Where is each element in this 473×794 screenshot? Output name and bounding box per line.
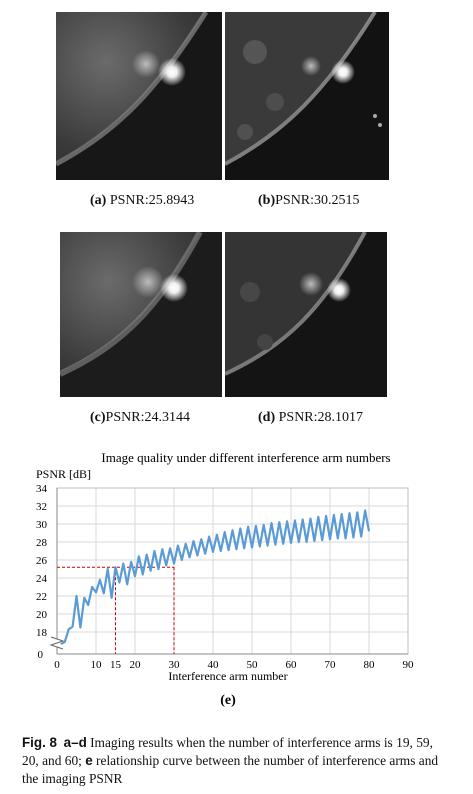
image-panel-d xyxy=(225,232,387,397)
panel-label-d: (d) PSNR:28.1017 xyxy=(258,410,363,426)
y-tick-label: 24 xyxy=(36,573,48,585)
x-tick-label: 20 xyxy=(130,659,142,671)
series-group xyxy=(60,509,371,646)
panel-label-a: (a) PSNR:25.8943 xyxy=(90,193,194,209)
y-tick-label: 34 xyxy=(36,483,48,495)
x-tick-label: 50 xyxy=(247,659,259,671)
x-tick-label: 70 xyxy=(325,659,337,671)
panel-label-c: (c)PSNR:24.3144 xyxy=(90,410,190,426)
reconstructed-image-a xyxy=(56,12,222,180)
figure-caption: Fig. 8 a–d Imaging results when the numb… xyxy=(22,734,452,788)
caption-ad: a–d xyxy=(63,735,87,750)
panel-label-b: (b)PSNR:30.2515 xyxy=(258,193,360,209)
y-tick-label: 22 xyxy=(36,591,47,603)
grid-lines xyxy=(56,487,409,654)
reference-lines xyxy=(57,566,175,654)
psnr-value: PSNR:30.2515 xyxy=(275,193,360,208)
psnr-value: PSNR:25.8943 xyxy=(109,193,195,208)
psnr-value: PSNR:24.3144 xyxy=(105,410,190,425)
x-tick-label: 30 xyxy=(169,659,181,671)
psnr-chart: Image quality under different interferen… xyxy=(36,450,414,708)
y-tick-label: 20 xyxy=(36,609,48,621)
series-line xyxy=(60,509,371,646)
x-tick-label: 60 xyxy=(286,659,298,671)
x-tick-label: 80 xyxy=(364,659,376,671)
image-panel-b xyxy=(225,12,389,180)
caption-e: e xyxy=(85,753,93,768)
x-tick-label: 40 xyxy=(208,659,220,671)
x-tick-label: 0 xyxy=(54,659,60,671)
y-tick-label: 18 xyxy=(36,627,48,639)
y-tick-label: 32 xyxy=(36,501,47,513)
axis-break-mark xyxy=(49,636,65,650)
y-tick-label-bottom: 0 xyxy=(38,649,44,661)
image-panel-a xyxy=(56,12,222,180)
axes xyxy=(49,487,409,655)
caption-text-2: relationship curve between the number of… xyxy=(22,753,439,786)
reconstructed-image-c xyxy=(60,232,222,397)
reconstructed-image-d xyxy=(225,232,387,397)
tick-labels: 18 20 22 24 26 28 30 32 34 0 10 15 20 30 40 50 60 70 80 90 0 xyxy=(36,483,414,671)
x-tick-label: 90 xyxy=(403,659,415,671)
image-panel-c xyxy=(60,232,222,397)
plot-frame xyxy=(56,487,409,655)
y-axis-label: PSNR [dB] xyxy=(36,467,91,481)
psnr-value: PSNR:28.1017 xyxy=(278,410,364,425)
panel-label-e: (e) xyxy=(220,693,236,708)
panel-tag: (d) xyxy=(258,410,276,425)
caption-text-1: Imaging results when the number of inter… xyxy=(22,735,433,768)
caption-figure-number: Fig. 8 xyxy=(22,735,57,750)
panel-tag: (b) xyxy=(258,193,276,208)
panel-tag: (c) xyxy=(90,410,106,425)
panel-tag: (a) xyxy=(90,193,107,208)
reconstructed-image-b xyxy=(225,12,389,180)
chart-title: Image quality under different interferen… xyxy=(101,450,390,465)
y-tick-label: 28 xyxy=(36,537,48,549)
x-axis-label: Interference arm number xyxy=(168,669,287,683)
y-tick-label: 30 xyxy=(36,519,48,531)
x-tick-label: 10 xyxy=(91,659,103,671)
x-tick-label: 15 xyxy=(110,659,122,671)
y-tick-label: 26 xyxy=(36,555,48,567)
